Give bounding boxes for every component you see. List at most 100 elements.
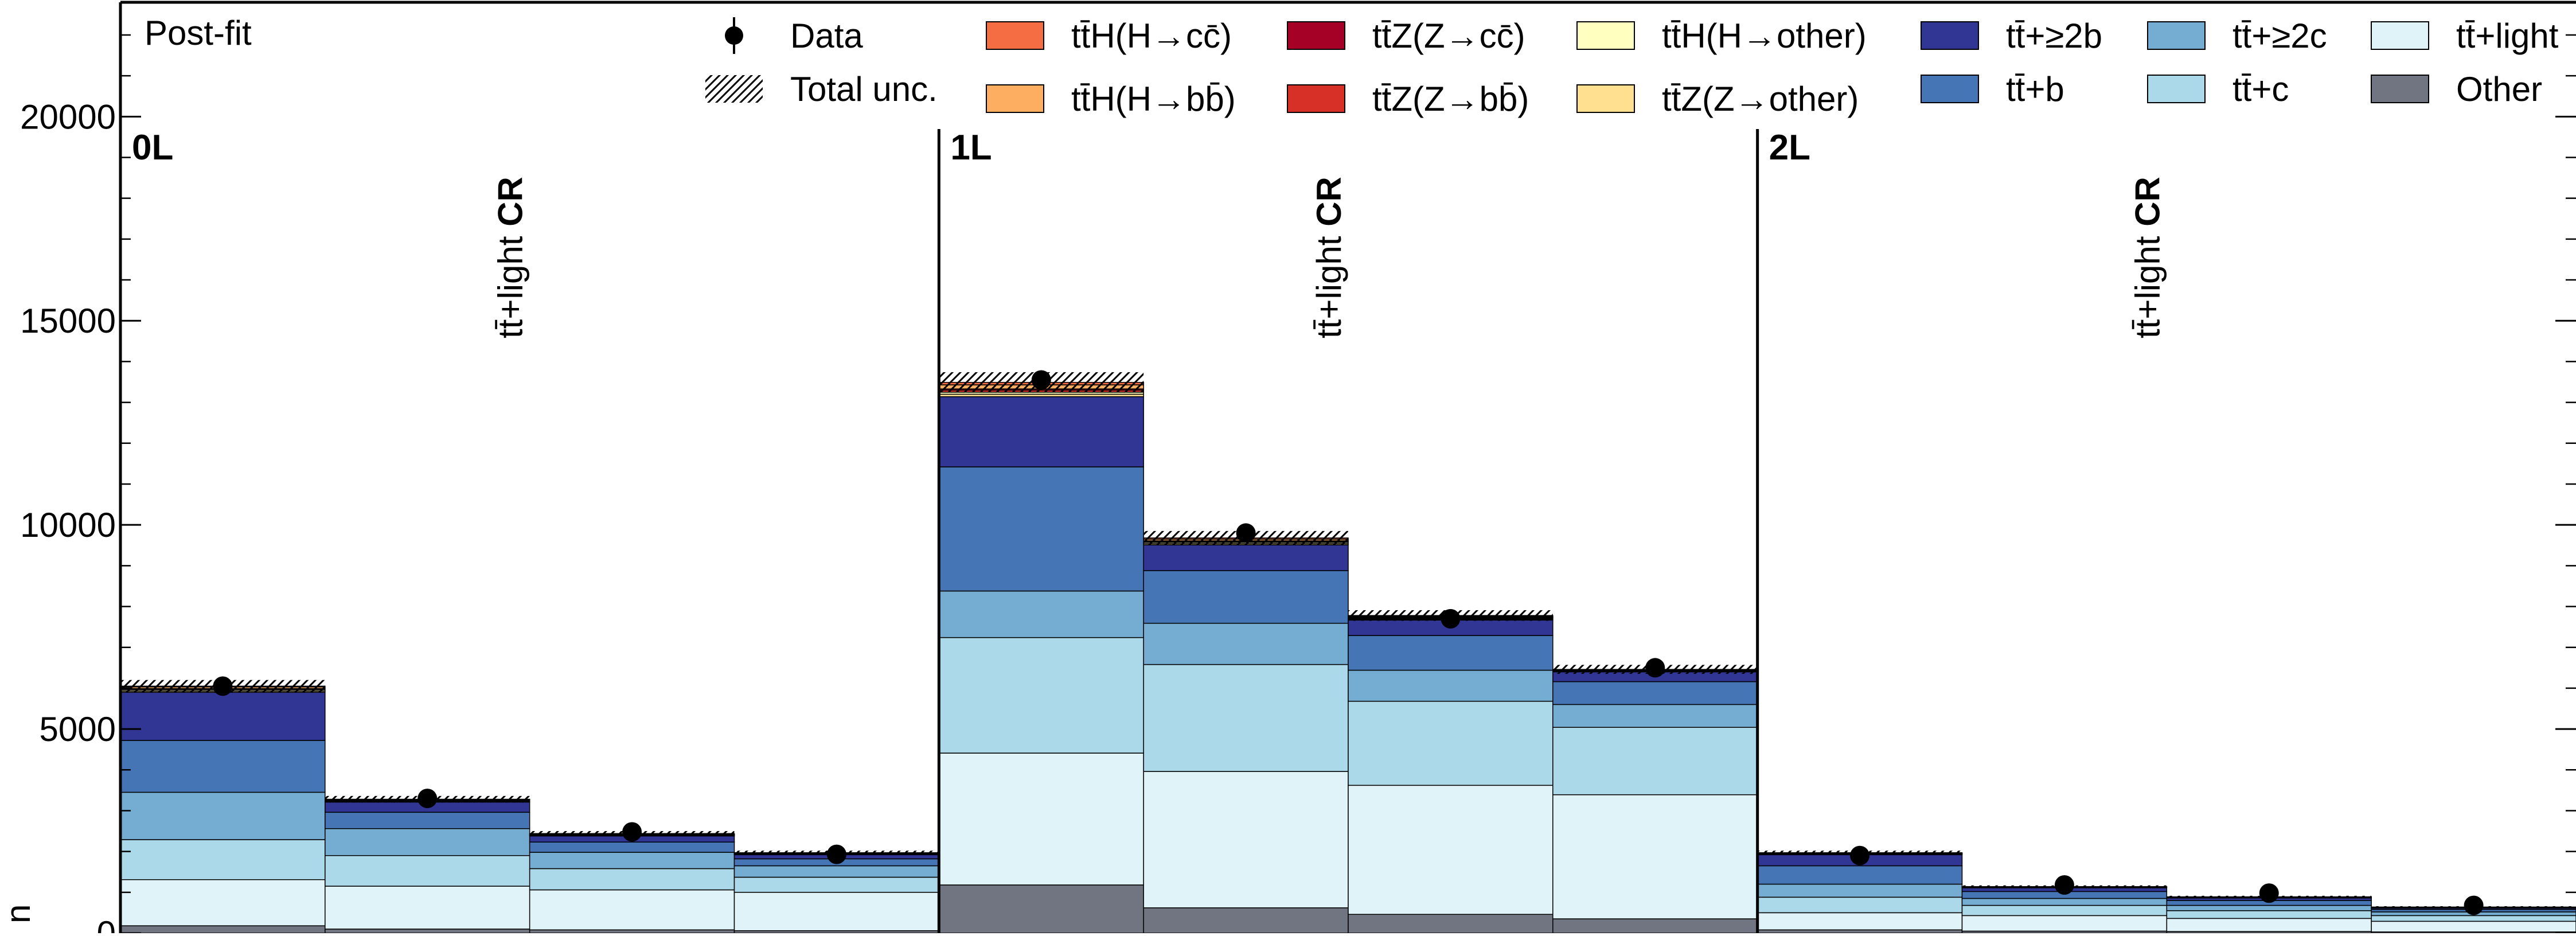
legend-item-other: Other (2371, 70, 2542, 108)
legend-swatch-tt_c (2148, 75, 2205, 103)
legend-item-unc: Total unc. (705, 70, 938, 108)
y-axis-title: n (0, 904, 37, 923)
y-tick-label: 20000 (20, 98, 116, 136)
legend-label-tth_other: tt̄H(H→other) (1662, 17, 1867, 55)
bar-segment-1L-bin2-tt_2b (1143, 545, 1348, 571)
legend-item-ttz_bb: tt̄Z(Z→bb̄) (1287, 80, 1529, 118)
y-tick-label: 10000 (20, 506, 116, 544)
region-label-0L: 0L (132, 128, 173, 167)
bar-segment-2L-bin1-tt_light (1758, 912, 1962, 930)
legend-label-tt_2b: tt̄+≥2b (2006, 17, 2102, 55)
bar-segment-0L-bin3-tt_2c (530, 852, 735, 868)
legend-swatch-ttz_other (1577, 85, 1634, 112)
y-tick-label: 0 (97, 914, 116, 933)
bar-segment-2L-bin2-tt_2c (1962, 898, 2167, 905)
legend-label-tt_2c: tt̄+≥2c (2232, 17, 2327, 55)
legend-label-unc: Total unc. (790, 70, 938, 108)
legend-item-tt_c: tt̄+c (2148, 70, 2289, 108)
legend-item-tt_light: tt̄+light (2371, 17, 2559, 55)
legend-swatch-tt_b (1921, 75, 1978, 103)
bar-segment-2L-bin1-tt_2c (1758, 884, 1962, 898)
bar-segment-0L-bin1-tt_light (120, 880, 325, 926)
bar-segment-2L-bin2-tt_light (1962, 915, 2167, 931)
data-point-0L-bin2 (417, 789, 437, 808)
legend-swatch-tt_2b (1921, 22, 1978, 49)
bar-segment-0L-bin4-tt_2c (735, 866, 939, 877)
region-label-2L: 2L (1769, 128, 1810, 167)
bar-segment-0L-bin2-tt_c (325, 856, 530, 886)
legend-label-data: Data (790, 17, 863, 55)
bar-segment-0L-bin1-tt_2c (120, 792, 325, 840)
bar-segment-1L-bin1-tt_2b (939, 397, 1143, 467)
y-tick-label: 5000 (40, 710, 116, 748)
bars-layer (120, 383, 2576, 933)
bar-segment-0L-bin2-tt_light (325, 886, 530, 929)
legend-swatch-data (725, 26, 743, 45)
data-point-0L-bin3 (622, 822, 642, 841)
bar-segment-1L-bin3-tt_light (1348, 785, 1553, 914)
legend-item-tt_2b: tt̄+≥2b (1921, 17, 2102, 55)
legend-swatch-ttz_bb (1287, 85, 1345, 112)
bar-segment-1L-bin2-tt_b (1143, 571, 1348, 623)
data-point-2L-bin4 (2464, 896, 2484, 915)
legend-label-tth_cc: tt̄H(H→cc̄) (1071, 17, 1232, 55)
bar-segment-0L-bin2-other (325, 929, 530, 933)
legend-swatch-tth_cc (986, 22, 1044, 49)
legend-swatch-other (2371, 75, 2429, 103)
bar-segment-1L-bin4-tt_2c (1553, 704, 1758, 727)
data-point-1L-bin4 (1645, 658, 1665, 677)
data-point-2L-bin2 (2055, 875, 2074, 895)
legend-item-tt_b: tt̄+b (1921, 70, 2064, 108)
legend-item-tt_2c: tt̄+≥2c (2148, 17, 2327, 55)
region-label-1L: 1L (950, 128, 992, 167)
bar-segment-0L-bin1-tt_b (120, 740, 325, 792)
bar-segment-0L-bin3-tt_light (530, 890, 735, 930)
bar-segment-2L-bin4-tt_light (2371, 921, 2576, 932)
bar-segment-0L-bin3-tt_c (530, 869, 735, 890)
legend-label-tt_c: tt̄+c (2232, 70, 2289, 108)
legend-item-tth_bb: tt̄H(H→bb̄) (986, 80, 1236, 118)
data-point-0L-bin4 (827, 845, 846, 864)
legend-swatch-tt_2c (2148, 22, 2205, 49)
bar-segment-0L-bin1-tt_2b (120, 692, 325, 740)
bar-segment-1L-bin4-tt_b (1553, 682, 1758, 705)
bar-segment-0L-bin1-other (120, 926, 325, 933)
bar-segment-0L-bin2-tt_b (325, 812, 530, 828)
bar-segment-1L-bin3-tt_2c (1348, 670, 1553, 701)
legend-label-tth_bb: tt̄H(H→bb̄) (1071, 80, 1236, 118)
legend-label-tt_light: tt̄+light (2456, 17, 2559, 55)
bar-segment-1L-bin1-tt_c (939, 638, 1143, 753)
bar-segment-1L-bin1-other (939, 885, 1143, 933)
bar-segment-1L-bin3-other (1348, 914, 1553, 933)
legend-item-tth_other: tt̄H(H→other) (1577, 17, 1867, 55)
legend-swatch-tt_light (2371, 22, 2429, 49)
y-tick-label: 15000 (20, 302, 116, 340)
legend-label-tt_b: tt̄+b (2006, 70, 2064, 108)
legend-label-other: Other (2456, 70, 2542, 108)
legend-swatch-ttz_cc (1287, 22, 1345, 49)
bar-segment-2L-bin3-tt_2c (2167, 906, 2371, 911)
legend-swatch-tth_other (1577, 22, 1634, 49)
bar-segment-1L-bin1-tt_light (939, 753, 1143, 885)
data-point-1L-bin3 (1441, 609, 1460, 629)
bar-segment-1L-bin1-tt_b (939, 467, 1143, 591)
bar-segment-2L-bin4-tt_c (2371, 915, 2576, 921)
bar-segment-0L-bin3-tt_b (530, 842, 735, 852)
bar-segment-1L-bin3-tt_c (1348, 701, 1553, 786)
legend-swatch-tth_bb (986, 85, 1044, 112)
fit-status-label: Post-fit (145, 14, 252, 52)
data-point-2L-bin1 (1850, 846, 1869, 865)
bar-segment-2L-bin3-tt_c (2167, 911, 2371, 919)
bar-segment-1L-bin2-tt_c (1143, 665, 1348, 772)
bar-segment-1L-bin4-tt_light (1553, 795, 1758, 919)
legend-item-tth_cc: tt̄H(H→cc̄) (986, 17, 1232, 55)
legend-item-ttz_cc: tt̄Z(Z→cc̄) (1287, 17, 1525, 55)
data-point-1L-bin1 (1032, 370, 1051, 389)
bar-segment-1L-bin2-tt_light (1143, 771, 1348, 908)
data-point-1L-bin2 (1236, 523, 1256, 543)
bar-segment-1L-bin3-tt_b (1348, 635, 1553, 670)
legend-item-data: Data (725, 17, 863, 55)
